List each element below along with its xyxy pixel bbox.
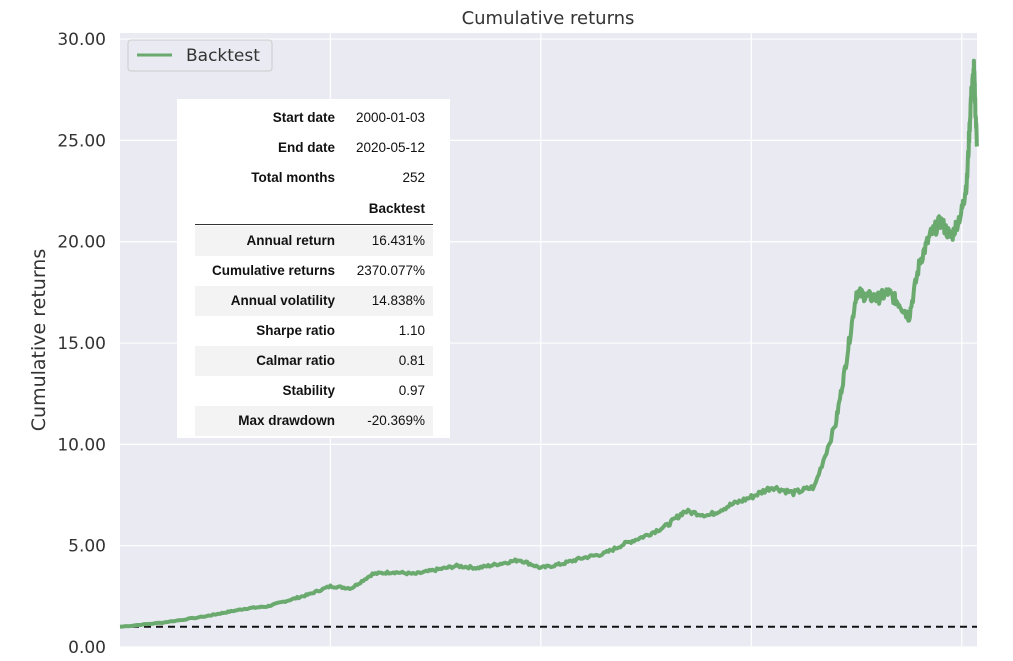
stats-label: Sharpe ratio [256,323,335,338]
stats-label: End date [277,140,335,155]
stats-value: 2000-01-03 [355,110,425,125]
stats-value: 2370.077% [356,263,425,278]
stats-row-stability: Stability 0.97 [195,376,433,406]
stats-row-sharpe-ratio: Sharpe ratio 1.10 [195,316,433,346]
performance-stats-table: Start date 2000-01-03 End date 2020-05-1… [177,99,450,438]
stats-value: -20.369% [367,413,425,428]
y-axis-label: Cumulative returns [28,249,50,431]
stats-row-total-months: Total months 252 [195,163,433,193]
stats-value: 0.97 [398,383,425,398]
stats-label: Annual volatility [230,293,335,308]
stats-value: 16.431% [371,233,425,248]
stats-value: 14.838% [371,293,425,308]
stats-label: Calmar ratio [256,353,335,368]
stats-column-header: Backtest [195,194,433,225]
stats-label: Total months [251,170,335,185]
y-tick-label: 30.00 [57,30,106,50]
y-tick-label: 10.00 [57,435,106,455]
stats-row-annual-volatility: Annual volatility 14.838% [195,286,433,316]
stats-label: Start date [272,110,335,125]
stats-label: Max drawdown [238,413,335,428]
y-tick-label: 5.00 [68,537,106,557]
stats-row-end-date: End date 2020-05-12 [195,133,433,163]
stats-row-calmar-ratio: Calmar ratio 0.81 [195,346,433,376]
stats-value: 252 [402,170,425,185]
stats-row-max-drawdown: Max drawdown -20.369% [195,406,433,436]
stats-value: 1.10 [398,323,425,338]
legend-label-backtest: Backtest [186,46,260,66]
y-tick-label: 20.00 [57,233,106,253]
y-tick-label: 0.00 [68,638,106,658]
stats-label: Cumulative returns [211,263,335,278]
stats-column-header-label: Backtest [368,201,425,216]
stats-value: 0.81 [398,353,425,368]
chart-title: Cumulative returns [462,8,635,29]
legend: Backtest [127,39,273,72]
stats-row-start-date: Start date 2000-01-03 [195,103,433,133]
y-axis-ticks: 0.00 5.00 10.00 15.00 20.00 25.00 30.00 [57,30,106,658]
stats-row-annual-return: Annual return 16.431% [195,226,433,256]
stats-value: 2020-05-12 [355,140,425,155]
stats-row-cumulative-returns: Cumulative returns 2370.077% [195,256,433,286]
stats-label: Stability [282,383,335,398]
y-tick-label: 15.00 [57,334,106,354]
y-tick-label: 25.00 [57,131,106,151]
series-line-backtest [119,58,979,629]
stats-label: Annual return [246,233,335,248]
